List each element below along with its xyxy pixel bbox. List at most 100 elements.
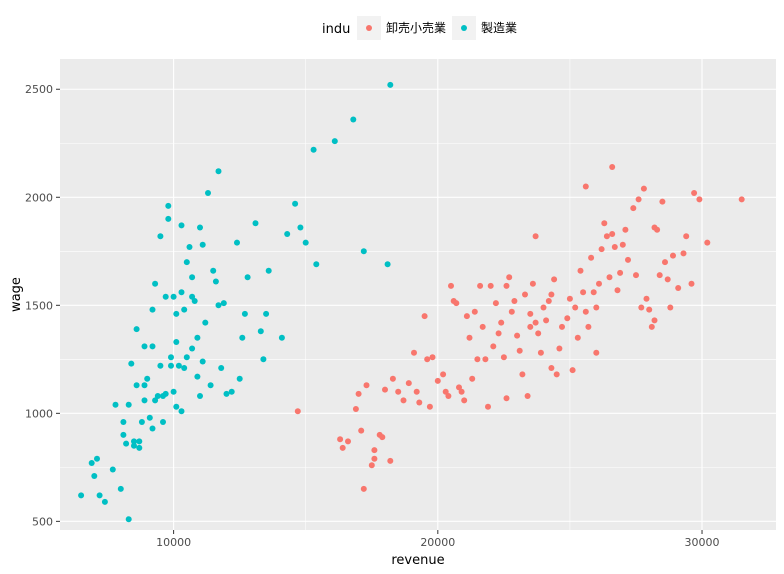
data-point — [527, 323, 534, 330]
data-point — [416, 399, 423, 406]
data-point — [617, 269, 624, 276]
data-point — [350, 116, 357, 123]
data-point — [149, 425, 156, 432]
data-point — [601, 220, 608, 227]
data-point — [648, 323, 655, 330]
data-point — [162, 293, 169, 300]
data-point — [466, 334, 473, 341]
data-point — [633, 272, 639, 279]
data-point — [160, 419, 166, 425]
data-point — [183, 354, 190, 361]
data-point — [400, 397, 407, 404]
data-point — [138, 419, 145, 425]
data-point — [313, 261, 320, 268]
data-point — [704, 239, 711, 246]
y-tick-label: 1500 — [25, 299, 53, 312]
data-point — [566, 295, 573, 302]
data-point — [535, 330, 542, 337]
data-point — [590, 289, 597, 296]
data-point — [609, 164, 616, 170]
data-point — [101, 498, 108, 505]
data-point — [265, 267, 272, 274]
data-point — [456, 384, 462, 391]
data-point — [384, 261, 391, 268]
data-point — [387, 457, 394, 464]
data-point — [173, 310, 180, 317]
data-point — [78, 492, 85, 499]
data-point — [500, 354, 507, 361]
data-point — [141, 397, 148, 404]
data-point — [149, 343, 156, 350]
data-point — [178, 408, 185, 415]
data-point — [220, 300, 227, 307]
data-point — [572, 304, 579, 311]
data-point — [440, 371, 447, 378]
data-point — [442, 388, 449, 395]
data-point — [337, 436, 344, 443]
data-point — [630, 205, 637, 212]
data-point — [239, 334, 246, 341]
data-point — [125, 516, 132, 523]
data-point — [234, 239, 240, 246]
data-point — [125, 401, 132, 408]
data-point — [511, 298, 518, 304]
data-point — [136, 444, 143, 451]
data-point — [461, 397, 468, 404]
data-point — [117, 485, 124, 492]
data-point — [559, 323, 565, 330]
data-point — [492, 300, 499, 307]
data-point — [131, 438, 137, 445]
data-point — [670, 252, 676, 259]
data-point — [96, 492, 103, 499]
data-point — [218, 365, 225, 371]
series-0 — [294, 164, 745, 492]
y-axis: 500 1000 1500 2000 2500 — [25, 83, 60, 528]
data-point — [487, 282, 494, 289]
data-point — [445, 393, 452, 399]
data-point — [448, 282, 454, 289]
data-point — [278, 334, 285, 341]
data-point — [503, 395, 510, 402]
legend-title: indu — [322, 22, 350, 37]
data-point — [506, 274, 513, 281]
data-point — [352, 406, 359, 412]
data-point — [205, 190, 211, 196]
data-point — [625, 256, 631, 263]
data-point — [548, 291, 555, 298]
data-point — [181, 306, 188, 313]
x-axis-title: revenue — [391, 553, 444, 568]
data-point — [474, 356, 481, 363]
data-point — [154, 393, 161, 399]
data-point — [223, 390, 230, 397]
data-point — [508, 308, 515, 315]
data-point — [527, 310, 534, 317]
data-point — [379, 434, 386, 441]
data-point — [120, 431, 127, 438]
data-point — [413, 388, 420, 395]
legend-item-wholesale-retail: 卸売小売業 — [357, 16, 446, 40]
data-point — [302, 239, 309, 246]
data-point — [152, 280, 159, 287]
data-point — [519, 371, 526, 378]
data-point — [532, 233, 539, 240]
data-point — [168, 362, 174, 369]
data-point — [371, 447, 378, 454]
data-point — [236, 375, 243, 382]
data-point — [651, 317, 658, 324]
y-tick-label: 2500 — [25, 83, 53, 96]
data-point — [421, 313, 428, 320]
data-point — [654, 226, 661, 233]
data-point — [160, 393, 166, 399]
data-point — [585, 323, 592, 330]
data-point — [112, 401, 119, 408]
x-tick-label: 30000 — [685, 536, 720, 549]
data-point — [522, 291, 528, 298]
data-point — [551, 276, 558, 283]
data-point — [543, 317, 550, 324]
data-point — [88, 460, 95, 466]
data-point — [524, 393, 531, 399]
data-point — [152, 397, 159, 404]
data-point — [424, 356, 431, 363]
data-point — [405, 380, 412, 387]
data-point — [360, 248, 367, 255]
